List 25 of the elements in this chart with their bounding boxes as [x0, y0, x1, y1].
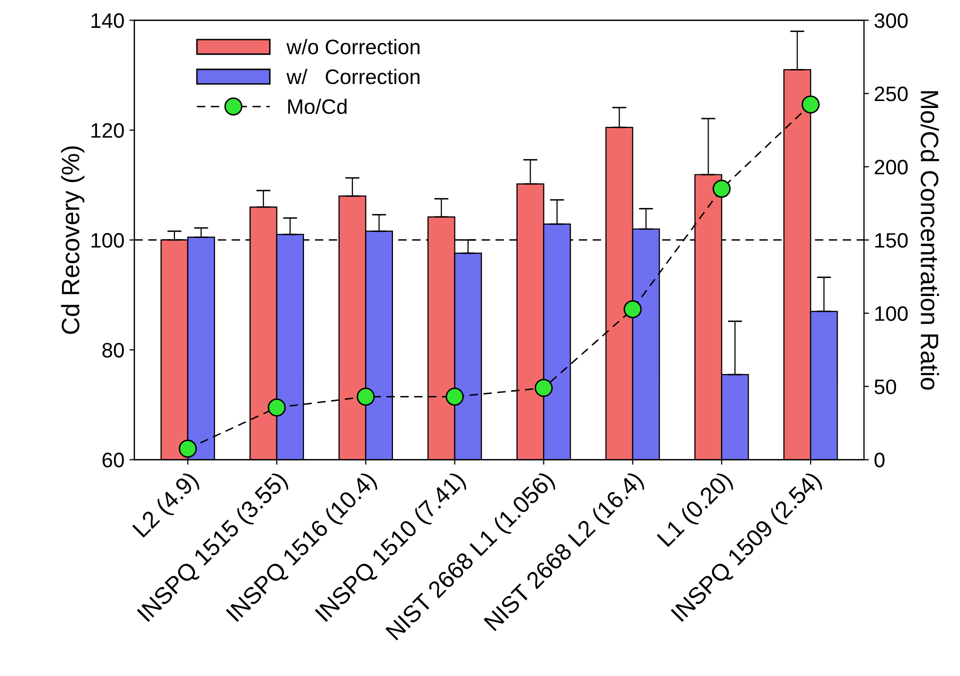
legend-label: w/o Correction — [286, 39, 420, 54]
point — [178, 440, 197, 458]
point — [356, 388, 375, 406]
y-tick-label: 120 — [92, 123, 124, 138]
y-tick-label: 100 — [92, 232, 124, 248]
point — [802, 95, 820, 114]
point — [268, 398, 286, 417]
legend-label: Mo/Cd — [288, 98, 347, 114]
point — [446, 388, 464, 406]
y-tick-label: 60 — [102, 452, 124, 468]
y2-tick-label: 250 — [874, 86, 908, 102]
point — [534, 378, 553, 397]
point — [624, 300, 642, 318]
point — [712, 180, 731, 198]
y-tick-label: 140 — [92, 13, 124, 28]
y2-tick-label: 50 — [874, 379, 896, 394]
y2-tick-label: 100 — [875, 306, 908, 321]
y2-axis-title: Mo/Cd Concentration Ratio — [920, 91, 940, 390]
y2-tick-label: 0 — [874, 452, 884, 468]
legend-label: w/ Correction — [286, 68, 420, 84]
y2-tick-label: 300 — [874, 13, 908, 28]
y2-tick-label: 200 — [874, 160, 908, 174]
y-tick-label: 80 — [102, 342, 124, 358]
y-axis-title: Cd Recovery (%) — [61, 146, 84, 334]
y2-tick-label: 150 — [875, 232, 908, 248]
